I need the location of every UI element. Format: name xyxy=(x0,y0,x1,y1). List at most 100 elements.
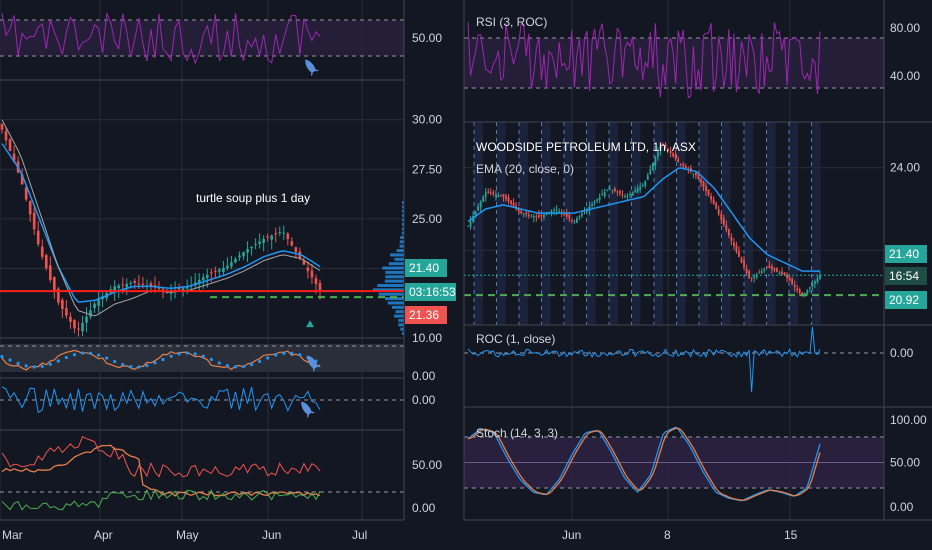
candle xyxy=(700,177,702,187)
candle xyxy=(740,256,743,264)
candle-body xyxy=(290,241,294,246)
candle-body xyxy=(631,192,634,196)
candle-body xyxy=(776,268,778,272)
rsi-tick-label: 40.00 xyxy=(890,69,920,83)
stoch-tick-label: 50.00 xyxy=(890,456,920,470)
candle xyxy=(85,307,88,333)
candle xyxy=(659,144,662,156)
candle-body xyxy=(801,292,804,296)
candle xyxy=(593,200,596,206)
candle-body xyxy=(242,252,245,257)
osc-dot xyxy=(233,365,238,369)
candle-body xyxy=(573,220,576,222)
osc-dot xyxy=(249,362,254,367)
volume-bar xyxy=(400,235,404,239)
osc-dot xyxy=(80,351,85,355)
osc-dot xyxy=(153,361,157,365)
candle-body xyxy=(65,308,68,316)
candle-body xyxy=(667,148,669,151)
adx-tick-label: 50.00 xyxy=(412,458,442,472)
osc-line xyxy=(1,349,321,371)
candle-body xyxy=(791,278,794,284)
candle xyxy=(222,260,225,275)
osc-dot xyxy=(97,353,101,357)
candle-body xyxy=(760,270,763,274)
candle xyxy=(629,190,631,199)
price-tick-label: 24.00 xyxy=(890,161,920,175)
x-tick-label: Jun xyxy=(562,528,581,542)
candle-body xyxy=(520,211,523,214)
candle-body xyxy=(743,260,745,268)
candle xyxy=(133,278,137,289)
oscillator-pane: 10.00 0.00 xyxy=(0,331,442,383)
candle xyxy=(242,251,245,260)
price-tick-label: 25.00 xyxy=(412,212,442,226)
candle xyxy=(715,201,718,210)
candle-body xyxy=(770,266,773,270)
candle xyxy=(712,196,715,205)
candle-body xyxy=(679,164,682,166)
candle-body xyxy=(517,207,520,212)
candle-body xyxy=(527,214,530,216)
stoch-legend: Stoch (14, 3, 3) xyxy=(476,426,558,440)
candle xyxy=(781,267,783,276)
candle-body xyxy=(601,194,604,196)
candle xyxy=(677,156,680,163)
candle-body xyxy=(538,214,540,218)
candle xyxy=(538,209,540,220)
candle-body xyxy=(507,197,510,202)
volume-bar xyxy=(402,209,404,213)
candle xyxy=(735,241,738,254)
candle xyxy=(73,319,76,334)
candle xyxy=(238,251,241,261)
volume-bar xyxy=(395,310,404,314)
candle-body xyxy=(659,145,662,151)
stoch-d-line xyxy=(467,427,821,501)
right-chart[interactable]: RSI (3, ROC) 80.00 40.00 WOODSIDE PETROLEUM… xyxy=(464,0,927,520)
candle xyxy=(543,213,545,221)
candle-body xyxy=(230,262,233,267)
candle-body xyxy=(93,303,96,309)
candle-body xyxy=(634,190,637,192)
candle xyxy=(750,277,753,282)
candle-body xyxy=(626,195,629,197)
candle-body xyxy=(811,284,814,287)
candle xyxy=(258,233,261,249)
candle-body xyxy=(543,214,545,218)
countdown-tag: 16:54 xyxy=(885,267,927,285)
countdown-tag-bg xyxy=(405,283,457,301)
session-shade xyxy=(654,122,663,325)
candle-body xyxy=(819,275,821,280)
candle-body xyxy=(707,189,710,196)
roc-tick-label: 0.00 xyxy=(412,393,436,407)
osc-dot xyxy=(40,364,44,368)
candle-body xyxy=(773,268,776,271)
candle-body xyxy=(629,193,631,195)
volume-bar xyxy=(393,314,404,318)
candle-body xyxy=(294,247,298,252)
candle xyxy=(608,184,611,190)
candle-body xyxy=(768,265,771,269)
candle xyxy=(565,208,568,220)
volume-bar xyxy=(388,262,404,266)
price-pane: WOODSIDE PETROLEUM LTD, 1h, ASX EMA (20, … xyxy=(464,122,927,325)
candle-body xyxy=(575,218,578,223)
candle xyxy=(730,233,733,246)
roc-line xyxy=(1,386,321,414)
candle-body xyxy=(740,257,743,263)
candle-body xyxy=(697,174,700,179)
candle-body xyxy=(588,206,591,211)
left-chart[interactable]: 50.00 turtle soup plus 1 day 30.00 27.50 25.… xyxy=(0,0,457,520)
candle xyxy=(97,291,100,314)
candle xyxy=(36,221,40,247)
candle-body xyxy=(591,204,593,206)
candle xyxy=(530,213,533,218)
candle-body xyxy=(748,271,750,279)
candle xyxy=(786,271,788,283)
candle-body xyxy=(149,283,153,287)
roc-tick-label: 0.00 xyxy=(890,346,914,360)
candle xyxy=(226,257,229,271)
candle-body xyxy=(238,255,241,258)
candle xyxy=(494,190,497,201)
candle xyxy=(161,286,165,299)
